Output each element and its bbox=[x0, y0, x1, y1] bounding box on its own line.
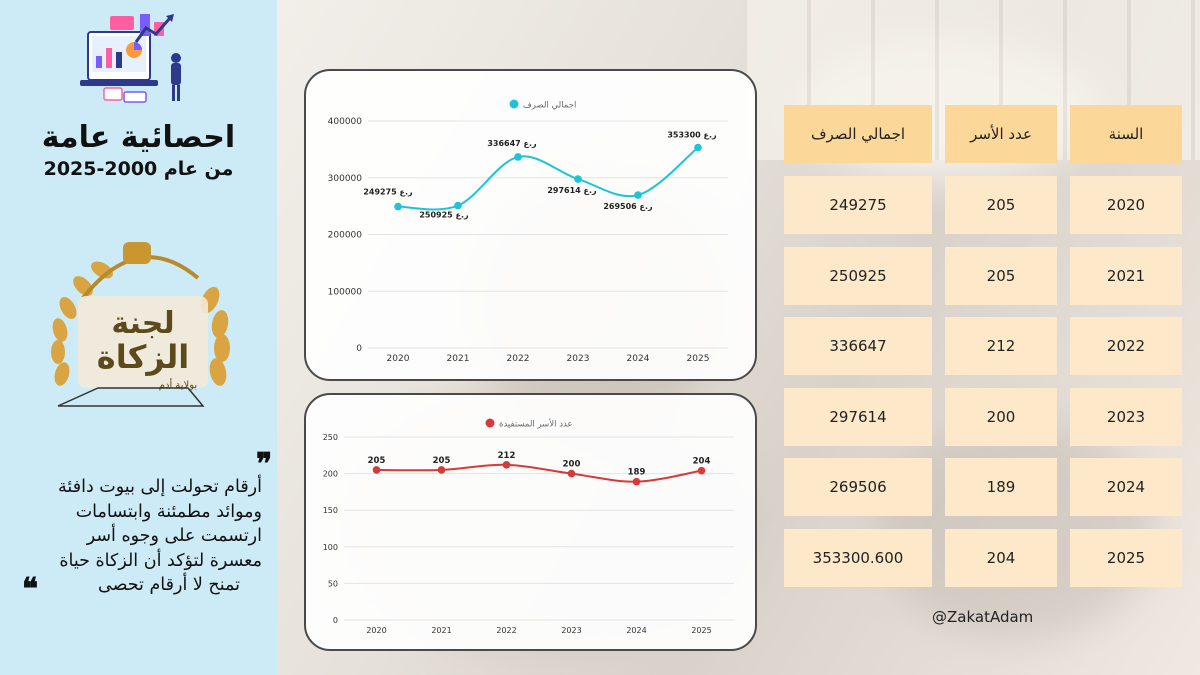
data-point bbox=[634, 191, 642, 199]
families-chart-panel: عدد الأسر المستفيدة 0 50 100 150 200 250 2020 20… bbox=[304, 393, 757, 651]
legend-marker bbox=[509, 99, 519, 109]
data-point bbox=[394, 202, 402, 211]
table-cell-year: 2022 bbox=[1070, 317, 1182, 375]
y-tick-label: 100000 bbox=[328, 287, 363, 297]
data-label: 205 bbox=[368, 456, 386, 466]
data-label: 353300 ر.ع bbox=[667, 131, 717, 140]
data-point bbox=[697, 466, 706, 475]
series-line bbox=[376, 463, 702, 483]
x-tick-label: 2020 bbox=[366, 626, 386, 635]
data-label: 205 bbox=[433, 456, 451, 466]
quote-text: أرقام تحولت إلى بيوت دافئة وموائد مطمئنة… bbox=[14, 475, 262, 598]
x-tick-label: 2021 bbox=[431, 626, 451, 635]
table-cell-year: 2021 bbox=[1070, 246, 1182, 305]
table-cell-families: 204 bbox=[945, 528, 1057, 587]
y-tick-label: 100 bbox=[323, 543, 338, 552]
spending-chart-panel: اجمالي الصرف 0 100000 200000 300000 400000 202… bbox=[304, 69, 757, 381]
data-point bbox=[514, 153, 522, 161]
sidebar: احصائية عامة من عام 2000-2025 لجنة الزكا… bbox=[0, 0, 277, 675]
x-tick-label: 2023 bbox=[567, 354, 590, 364]
y-tick-label: 400000 bbox=[328, 117, 363, 127]
data-point bbox=[694, 143, 702, 152]
table-header-families: عدد الأسر bbox=[945, 105, 1057, 163]
data-point bbox=[454, 201, 462, 210]
table-cell-total: 336647 bbox=[784, 317, 932, 375]
logo-line-3: بولاية أدم bbox=[159, 378, 197, 391]
quote-close-mark: ❝ bbox=[22, 572, 39, 607]
spending-line-chart: اجمالي الصرف 0 100000 200000 300000 400000 202… bbox=[328, 99, 728, 364]
table-cell-total: 250925 bbox=[784, 246, 932, 305]
quote-open-mark: ❞ bbox=[256, 447, 273, 482]
y-tick-label: 0 bbox=[333, 616, 338, 625]
legend-label: اجمالي الصرف bbox=[523, 101, 576, 111]
y-tick-label: 300000 bbox=[328, 174, 363, 184]
quote-line: أرقام تحولت إلى بيوت دافئة bbox=[58, 477, 262, 497]
quote-line: تمنح لا أرقام تحصى bbox=[97, 575, 240, 595]
data-label: 189 bbox=[628, 468, 646, 478]
chart-legend: اجمالي الصرف bbox=[509, 99, 576, 111]
analytics-illustration-icon bbox=[80, 14, 181, 103]
y-tick-label: 200 bbox=[323, 470, 338, 479]
table-cell-year: 2024 bbox=[1070, 458, 1182, 516]
x-tick-label: 2022 bbox=[507, 354, 530, 364]
x-tick-label: 2025 bbox=[687, 354, 710, 364]
y-tick-label: 50 bbox=[328, 579, 338, 588]
data-label: 336647 ر.ع bbox=[487, 139, 537, 148]
table-cell-families: 205 bbox=[945, 176, 1057, 234]
data-point bbox=[632, 477, 641, 486]
data-label: 297614 ر.ع bbox=[547, 186, 597, 195]
data-label: 249275 ر.ع bbox=[363, 188, 413, 197]
logo-line-2: الزكاة bbox=[97, 338, 189, 376]
zakat-committee-logo: لجنة الزكاة بولاية أدم bbox=[51, 242, 230, 407]
table-cell-year: 2020 bbox=[1070, 176, 1182, 234]
x-tick-label: 2022 bbox=[496, 626, 516, 635]
data-point bbox=[502, 461, 511, 469]
table-header-total: اجمالي الصرف bbox=[784, 105, 932, 163]
y-tick-label: 0 bbox=[356, 344, 362, 354]
quote-line: وموائد مطمئنة وابتسامات bbox=[75, 501, 262, 522]
data-point bbox=[437, 466, 446, 474]
data-label: 269506 ر.ع bbox=[603, 202, 653, 211]
table-cell-families: 189 bbox=[945, 458, 1057, 516]
table-cell-families: 212 bbox=[945, 317, 1057, 375]
y-tick-label: 250 bbox=[323, 433, 338, 442]
x-tick-label: 2021 bbox=[447, 354, 470, 364]
data-label: 204 bbox=[693, 457, 711, 467]
quote-line: معسرة لتؤكد أن الزكاة حياة bbox=[59, 550, 262, 571]
y-tick-label: 150 bbox=[323, 506, 338, 515]
page-title: احصائية عامة bbox=[41, 120, 236, 155]
y-tick-label: 200000 bbox=[328, 231, 363, 241]
x-tick-label: 2024 bbox=[627, 354, 650, 364]
families-line-chart: عدد الأسر المستفيدة 0 50 100 150 200 250 2020 20… bbox=[323, 418, 734, 635]
x-tick-label: 2023 bbox=[561, 626, 581, 635]
table-header-year: السنة bbox=[1070, 105, 1182, 163]
table-cell-total: 249275 bbox=[784, 176, 932, 234]
table-cell-year: 2025 bbox=[1070, 528, 1182, 587]
data-point bbox=[574, 175, 582, 183]
legend-marker bbox=[485, 418, 495, 428]
table-cell-families: 200 bbox=[945, 387, 1057, 446]
table-cell-total: 297614 bbox=[784, 387, 932, 446]
data-label: 200 bbox=[563, 460, 581, 470]
x-tick-label: 2024 bbox=[626, 626, 646, 635]
table-cell-total: 353300.600 bbox=[784, 528, 932, 587]
logo-line-1: لجنة bbox=[111, 306, 174, 341]
x-tick-label: 2020 bbox=[387, 354, 410, 364]
table-cell-total: 269506 bbox=[784, 458, 932, 516]
page-subtitle: من عام 2000-2025 bbox=[43, 158, 234, 180]
data-label: 250925 ر.ع bbox=[419, 211, 469, 220]
data-label: 212 bbox=[498, 451, 516, 461]
x-tick-label: 2025 bbox=[691, 626, 711, 635]
series-line bbox=[397, 146, 699, 211]
data-point bbox=[372, 466, 381, 474]
quote-line: ارتسمت على وجوه أسر bbox=[86, 526, 262, 546]
table-cell-year: 2023 bbox=[1070, 387, 1182, 446]
chart-legend: عدد الأسر المستفيدة bbox=[485, 418, 573, 430]
table-cell-families: 205 bbox=[945, 246, 1057, 305]
legend-label: عدد الأسر المستفيدة bbox=[499, 419, 573, 430]
data-point bbox=[567, 469, 576, 478]
social-handle: @ZakatAdam bbox=[932, 608, 1034, 626]
